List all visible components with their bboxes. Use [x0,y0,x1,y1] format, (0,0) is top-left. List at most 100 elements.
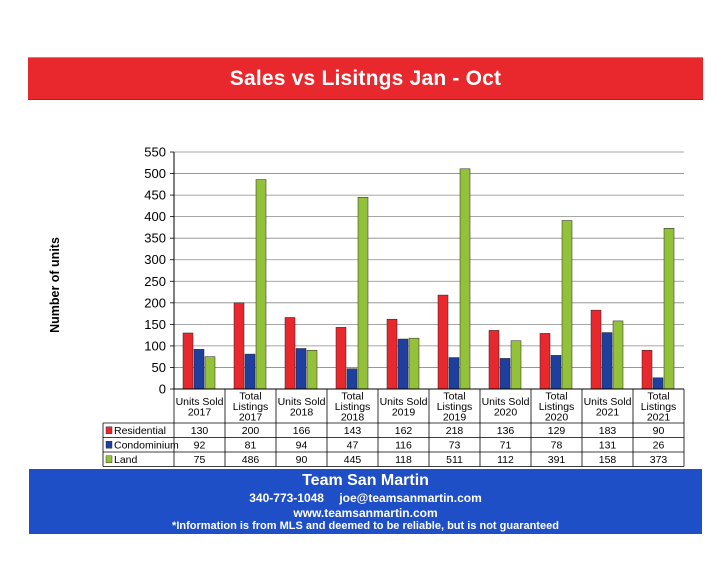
y-tick-label: 150 [144,317,166,332]
legend-key-residential [105,426,113,434]
data-table-value: 94 [296,440,308,452]
data-table-value: 92 [194,440,206,452]
bar-condominium [295,348,307,390]
y-tick-label: 0 [159,382,166,397]
data-table-value: 391 [548,454,566,466]
bar-condominium [550,355,562,390]
data-table-value: 118 [395,454,412,466]
data-table-value: 136 [497,425,515,437]
data-table-value: 373 [650,454,668,466]
data-table-value: 130 [191,425,209,437]
legend-label: Land [114,454,138,466]
data-table-value: 200 [242,425,260,437]
x-category-label: Total Listings 2020 [539,391,575,424]
bar-residential [641,349,653,390]
data-table-value: 131 [599,440,617,452]
legend-key-land [105,455,113,463]
data-table-value: 511 [446,454,463,466]
data-table-value: 129 [548,425,566,437]
x-category-label: Total Listings 2021 [641,391,677,424]
bar-condominium [397,338,409,390]
data-table-value: 81 [245,440,257,452]
bar-condominium [499,358,511,390]
bar-condominium [601,332,613,390]
footer-contact: 340-773-1048 joe@teamsanmartin.com [29,491,702,505]
footer-disclaimer: *Information is from MLS and deemed to b… [172,520,559,532]
data-table-value: 486 [242,454,260,466]
bar-residential [182,332,194,390]
data-table-value: 78 [551,440,563,452]
data-table-value: 162 [395,425,413,437]
footer-title: Team San Martin [302,472,429,489]
footer-email[interactable]: joe@teamsanmartin.com [339,491,482,505]
data-table-value: 71 [500,440,512,452]
data-table-value: 90 [653,425,665,437]
data-table-value: 75 [194,454,206,466]
y-tick-label: 100 [144,338,166,353]
bar-residential [539,333,551,390]
bar-residential [284,317,296,390]
data-table-value: 445 [344,454,362,466]
x-category-label: Total Listings 2019 [437,391,473,424]
bar-land [561,220,573,390]
bar-residential [335,327,347,390]
bar-land [357,196,369,390]
data-table-value: 158 [599,454,617,466]
bar-condominium [193,349,205,390]
data-table-value: 116 [395,440,412,452]
data-table-value: 112 [497,454,514,466]
x-category-label: Total Listings 2018 [335,391,371,424]
bar-land [255,179,267,390]
x-category-label: Total Listings 2017 [233,391,269,424]
data-table-value: 26 [653,440,665,452]
y-tick-label: 500 [144,166,166,181]
bar-condominium [244,353,256,390]
bar-residential [386,318,398,390]
x-category-label: Units Sold 2017 [176,396,224,419]
y-tick-label: 450 [144,188,166,203]
data-table-value: 47 [347,440,359,452]
bar-condominium [346,368,358,390]
y-tick-label: 400 [144,209,166,224]
y-tick-label: 250 [144,274,166,289]
bar-residential [437,294,449,390]
bar-land [306,349,318,390]
title-banner: Sales vs Lisitngs Jan - Oct [28,57,703,100]
legend-label: Condominium [114,440,179,452]
footer-banner: Team San Martin 340-773-1048 joe@teamsan… [29,469,702,534]
footer-phone: 340-773-1048 [249,491,324,505]
bar-condominium [652,377,664,390]
bar-land [204,356,216,390]
x-category-label: Units Sold 2019 [380,396,428,419]
data-table-value: 143 [344,425,362,437]
legend-key-condominium [105,441,113,449]
x-category-label: Units Sold 2021 [584,396,632,419]
y-tick-label: 300 [144,252,166,267]
bar-residential [233,302,245,390]
legend-label: Residential [114,425,166,437]
y-tick-label: 350 [144,231,166,246]
data-table-value: 183 [599,425,617,437]
y-tick-label: 550 [144,145,166,160]
data-table-value: 218 [446,425,464,437]
bar-land [663,228,675,390]
data-table-value: 73 [449,440,461,452]
bar-land [459,168,471,390]
data-table-value: 166 [293,425,311,437]
bar-land [408,337,420,390]
bar-land [510,340,522,390]
chart-title: Sales vs Lisitngs Jan - Oct [229,66,502,90]
x-category-label: Units Sold 2020 [482,396,530,419]
footer-website[interactable]: www.teamsanmartin.com [293,506,438,520]
bar-residential [488,330,500,390]
bar-condominium [448,357,460,390]
data-table: Units Sold 2017 Total Listings 2017 Units Sol… [102,388,685,467]
data-table-value: 90 [296,454,308,466]
bar-residential [590,309,602,390]
bars [182,168,675,390]
y-tick-label: 50 [152,360,166,375]
x-category-label: Units Sold 2018 [278,396,326,419]
y-tick-label: 200 [144,295,166,310]
bar-land [612,320,624,390]
